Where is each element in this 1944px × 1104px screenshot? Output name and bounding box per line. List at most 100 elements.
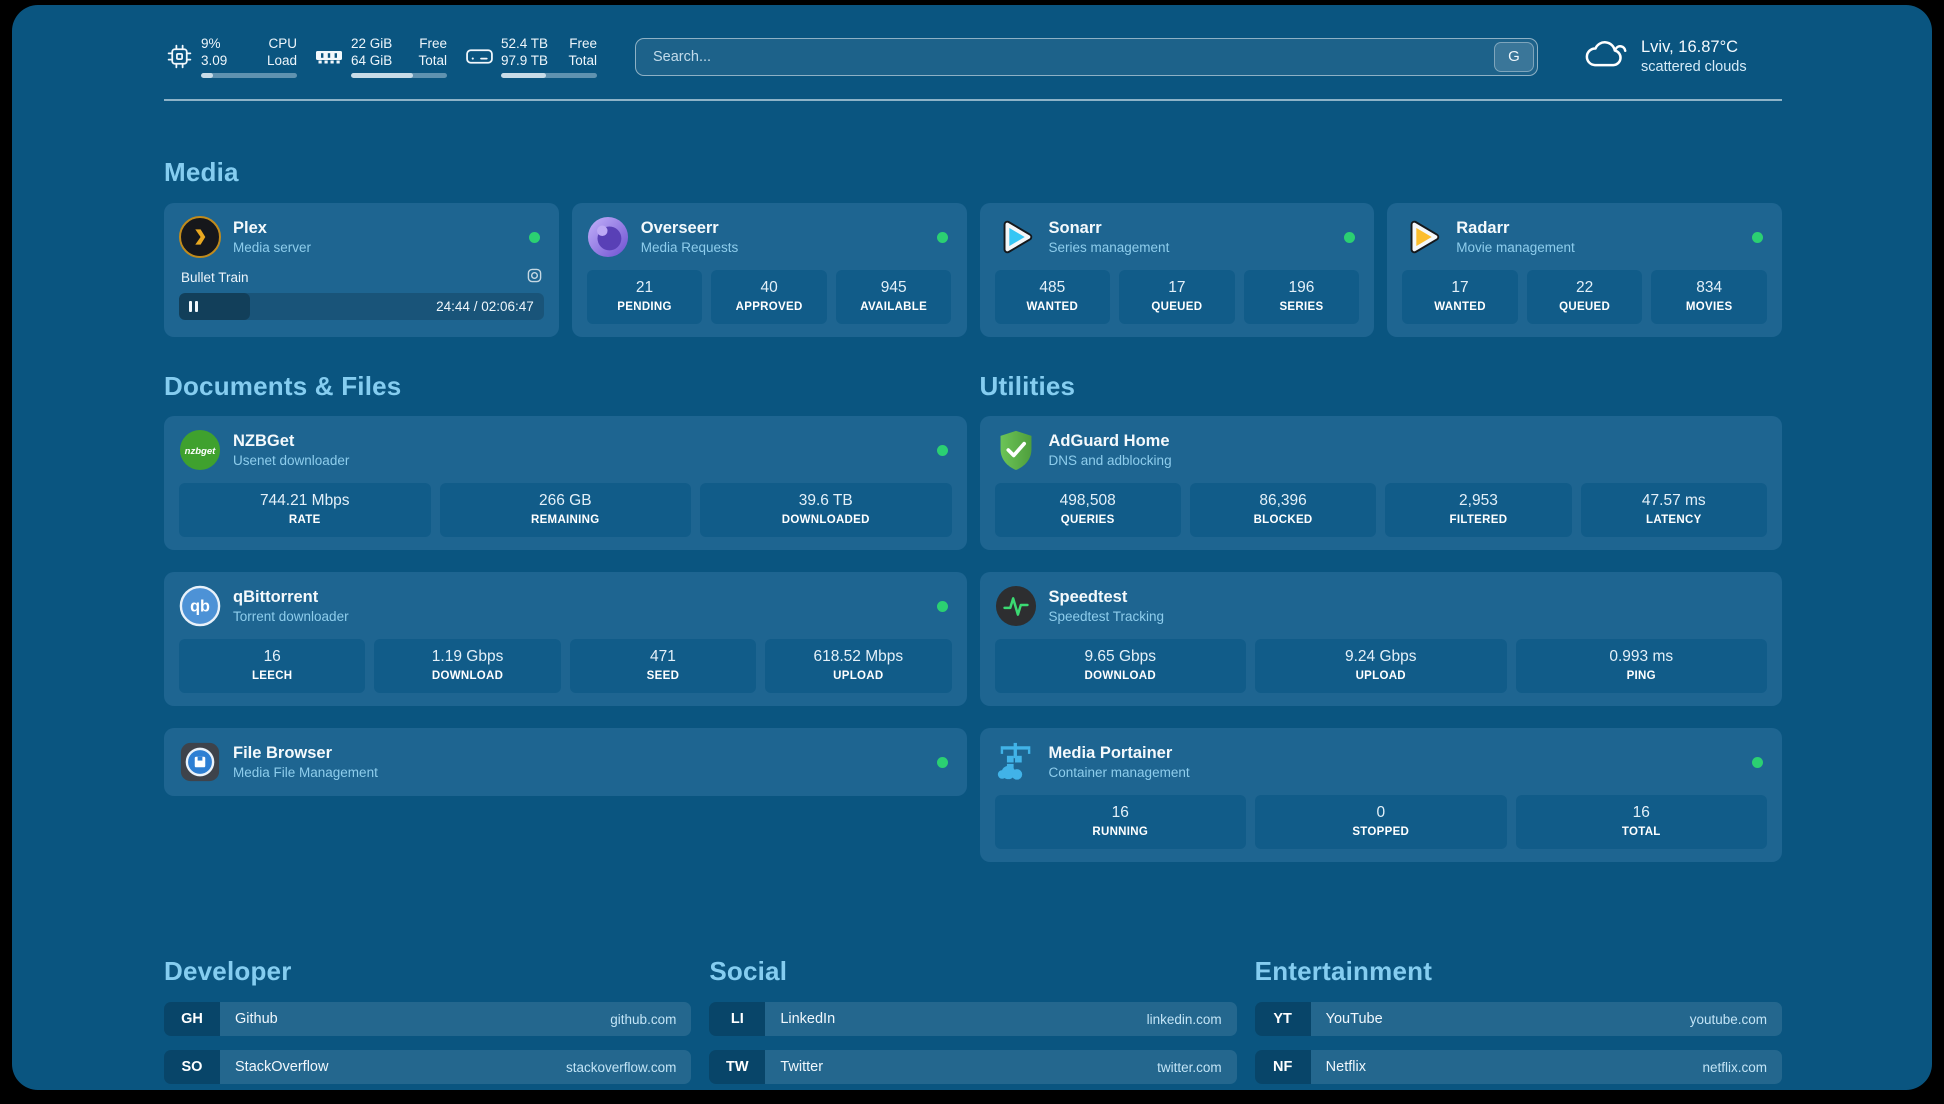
stat-tile: 618.52 Mbps UPLOAD (765, 639, 952, 693)
link-linkedin[interactable]: LI LinkedIn linkedin.com (709, 1002, 1237, 1036)
weather-widget: Lviv, 16.87°C scattered clouds (1582, 37, 1782, 77)
playback-time: 24:44 / 02:06:47 (436, 299, 534, 314)
svg-text:qb: qb (190, 598, 210, 616)
stat-tile: 945 AVAILABLE (835, 270, 952, 324)
header-divider (164, 99, 1782, 101)
weather-condition: scattered clouds (1641, 58, 1747, 75)
overseerr-icon (587, 216, 629, 258)
link-abbr: TW (709, 1050, 766, 1084)
stat-tile: 17 QUEUED (1119, 270, 1235, 324)
stat-value: 86,396 (1259, 492, 1307, 509)
stat-label: REMAINING (530, 514, 600, 526)
app-name: File Browser (233, 743, 333, 762)
stat-tile: 834 MOVIES (1651, 270, 1767, 324)
plex-card[interactable]: Plex Media server Bullet Train (164, 203, 559, 337)
app-subtitle: Container management (1048, 764, 1190, 780)
portainer-card[interactable]: Media Portainer Container management 16 R… (979, 728, 1782, 862)
disk-stat: 52.4 TB Free 97.9 TB Total (464, 35, 597, 78)
app-subtitle: Movie management (1456, 239, 1575, 255)
stat-value: 471 (650, 648, 676, 665)
stat-tile: 2,953 FILTERED (1385, 483, 1572, 537)
stat-tile: 47.57 ms LATENCY (1580, 483, 1767, 537)
system-stats: 9% CPU 3.09 Load 22 GiB Free 64 GiB To (164, 35, 597, 78)
link-name: LinkedIn (780, 1011, 836, 1027)
stat-tile: 17 WANTED (1402, 270, 1518, 324)
link-netflix[interactable]: NF Netflix netflix.com (1254, 1050, 1782, 1084)
app-name: Sonarr (1048, 218, 1102, 237)
ram-stat: 22 GiB Free 64 GiB Total (314, 35, 447, 78)
stat-label: RATE (288, 514, 321, 526)
app-name: qBittorrent (233, 587, 319, 606)
stat-value: 3.09 (201, 53, 228, 68)
qbittorrent-card[interactable]: qb qBittorrent Torrent downloader 16 LEEC… (164, 572, 967, 706)
link-url: netflix.com (1702, 1059, 1767, 1075)
stat-label: LEECH (251, 670, 293, 682)
now-playing-title: Bullet Train (181, 269, 249, 285)
app-subtitle: DNS and adblocking (1048, 452, 1172, 468)
disk-icon (464, 46, 494, 67)
playback-progress-bar[interactable]: 24:44 / 02:06:47 (179, 293, 544, 320)
stat-label: PENDING (617, 301, 672, 313)
stat-tile: 22 QUEUED (1526, 270, 1643, 324)
app-subtitle: Torrent downloader (233, 608, 349, 624)
sonarr-card[interactable]: Sonarr Series management 485 WANTED 17 QUE… (979, 203, 1375, 337)
stat-value: 1.19 Gbps (431, 648, 504, 665)
link-youtube[interactable]: YT YouTube youtube.com (1254, 1002, 1782, 1036)
section-title-documents: Documents & Files (164, 371, 402, 401)
link-abbr: SO (164, 1050, 220, 1084)
link-name: StackOverflow (235, 1059, 329, 1075)
settings-icon[interactable] (527, 268, 542, 286)
stat-label: Free (419, 36, 447, 51)
adguard-card[interactable]: AdGuard Home DNS and adblocking 498,508 Q… (979, 416, 1782, 550)
stat-value: 196 (1288, 279, 1315, 296)
link-name: YouTube (1325, 1011, 1383, 1027)
stat-label: DOWNLOAD (1084, 670, 1156, 682)
search-bar[interactable]: G (635, 37, 1538, 76)
link-github[interactable]: GH Github github.com (164, 1002, 692, 1036)
stat-value: 498,508 (1059, 492, 1116, 509)
stat-label: SEED (646, 670, 680, 682)
stat-tile: 16 LEECH (179, 639, 366, 693)
status-dot (1752, 756, 1763, 768)
stat-value: 744.21 Mbps (259, 492, 350, 509)
sonarr-icon (995, 216, 1037, 258)
link-stackoverflow[interactable]: SO StackOverflow stackoverflow.com (164, 1050, 692, 1084)
stat-value: 945 (880, 279, 907, 296)
nzbget-card[interactable]: nzbget NZBGet Usenet downloader 744.21 M… (164, 416, 967, 550)
link-twitter[interactable]: TW Twitter twitter.com (709, 1050, 1237, 1084)
stat-label: AVAILABLE (860, 301, 928, 313)
app-name: Media Portainer (1048, 743, 1173, 762)
stat-label: UPLOAD (833, 670, 884, 682)
app-subtitle: Series management (1048, 239, 1170, 255)
stat-tile: 40 APPROVED (711, 270, 827, 324)
link-name: Netflix (1325, 1059, 1366, 1075)
app-subtitle: Media Requests (640, 239, 739, 255)
radarr-card[interactable]: Radarr Movie management 17 WANTED 22 QUEUE… (1387, 203, 1782, 337)
stat-tile: 16 TOTAL (1515, 795, 1767, 849)
link-url: linkedin.com (1146, 1011, 1222, 1027)
stat-tile: 86,396 BLOCKED (1189, 483, 1377, 537)
speedtest-icon (995, 585, 1037, 627)
plex-icon (179, 216, 221, 258)
link-abbr: YT (1254, 1002, 1311, 1036)
link-abbr: NF (1254, 1050, 1311, 1084)
filebrowser-card[interactable]: File Browser Media File Management (164, 728, 967, 796)
link-url: stackoverflow.com (566, 1059, 677, 1075)
pause-icon[interactable] (189, 293, 198, 320)
stat-value: 618.52 Mbps (813, 648, 904, 665)
stat-tile: 39.6 TB DOWNLOADED (700, 483, 952, 537)
overseerr-card[interactable]: Overseerr Media Requests 21 PENDING 40 APP… (571, 203, 967, 337)
stat-tile: 0 STOPPED (1255, 795, 1507, 849)
stat-label: STOPPED (1352, 826, 1410, 838)
stat-label: Total (418, 53, 447, 68)
speedtest-card[interactable]: Speedtest Speedtest Tracking 9.65 Gbps DO… (979, 572, 1782, 706)
stat-tile: 1.19 Gbps DOWNLOAD (374, 639, 561, 693)
stat-value: 21 (635, 279, 654, 296)
search-input[interactable] (636, 48, 1537, 65)
cpu-stat: 9% CPU 3.09 Load (164, 35, 297, 78)
search-engine-button[interactable]: G (1494, 41, 1534, 72)
top-bar: 9% CPU 3.09 Load 22 GiB Free 64 GiB To (164, 35, 1782, 78)
stat-tile: 471 SEED (569, 639, 757, 693)
stat-label: PING (1626, 670, 1656, 682)
app-name: Plex (233, 218, 267, 237)
